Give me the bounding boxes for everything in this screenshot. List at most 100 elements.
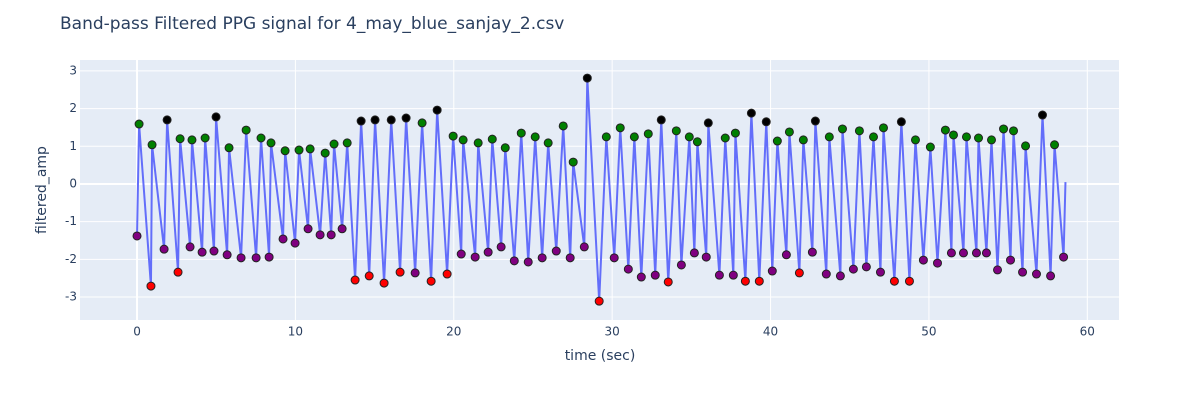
- marker: [386, 115, 396, 125]
- x-tick-label: 60: [1080, 325, 1095, 339]
- marker: [896, 117, 906, 127]
- marker: [875, 267, 885, 277]
- marker: [410, 268, 420, 278]
- marker: [134, 119, 144, 129]
- marker: [224, 143, 234, 153]
- marker: [754, 276, 764, 286]
- marker: [342, 138, 352, 148]
- marker: [948, 130, 958, 140]
- x-tick-label: 40: [763, 325, 778, 339]
- marker: [594, 296, 604, 306]
- marker: [692, 137, 702, 147]
- marker: [266, 138, 276, 148]
- marker: [305, 144, 315, 154]
- marker: [523, 257, 533, 267]
- marker: [256, 133, 266, 143]
- y-tick-label: -1: [65, 214, 77, 228]
- marker: [1018, 267, 1028, 277]
- marker: [500, 143, 510, 153]
- marker: [932, 258, 942, 268]
- marker: [280, 146, 290, 156]
- marker: [568, 157, 578, 167]
- x-tick-label: 0: [133, 325, 141, 339]
- marker: [432, 105, 442, 115]
- marker: [961, 132, 971, 142]
- marker: [132, 231, 142, 241]
- marker: [854, 126, 864, 136]
- marker: [395, 267, 405, 277]
- marker: [241, 125, 251, 135]
- marker: [999, 124, 1009, 134]
- marker: [684, 132, 694, 142]
- marker: [582, 73, 592, 83]
- marker: [290, 238, 300, 248]
- marker: [807, 247, 817, 257]
- marker: [326, 230, 336, 240]
- x-tick-label: 30: [605, 325, 620, 339]
- marker: [364, 271, 374, 281]
- marker: [781, 250, 791, 260]
- marker: [162, 115, 172, 125]
- marker: [1046, 271, 1056, 281]
- marker: [1050, 140, 1060, 150]
- x-tick-label: 10: [288, 325, 303, 339]
- marker: [236, 253, 246, 263]
- x-tick-label: 50: [921, 325, 936, 339]
- y-tick-label: 3: [69, 63, 77, 77]
- marker: [264, 252, 274, 262]
- marker: [496, 242, 506, 252]
- marker: [878, 123, 888, 133]
- marker: [835, 271, 845, 281]
- marker: [714, 270, 724, 280]
- marker: [824, 132, 834, 142]
- marker: [483, 247, 493, 257]
- marker: [294, 145, 304, 155]
- marker: [516, 128, 526, 138]
- marker: [146, 281, 156, 291]
- marker: [601, 132, 611, 142]
- marker: [1006, 255, 1016, 265]
- marker: [1021, 141, 1031, 151]
- marker: [703, 118, 713, 128]
- marker: [889, 276, 899, 286]
- marker: [558, 121, 568, 131]
- marker: [821, 269, 831, 279]
- x-axis-title: time (sec): [565, 348, 636, 364]
- marker: [187, 135, 197, 145]
- marker: [974, 133, 984, 143]
- marker: [981, 248, 991, 258]
- marker: [175, 134, 185, 144]
- marker: [772, 136, 782, 146]
- marker: [689, 248, 699, 258]
- marker: [746, 108, 756, 118]
- marker: [303, 224, 313, 234]
- marker: [530, 132, 540, 142]
- signal-line: [136, 78, 1067, 302]
- y-tick-label: -3: [65, 290, 77, 304]
- marker: [987, 135, 997, 145]
- marker: [185, 242, 195, 252]
- marker: [971, 248, 981, 258]
- marker: [904, 276, 914, 286]
- marker: [701, 252, 711, 262]
- marker: [740, 276, 750, 286]
- marker: [278, 234, 288, 244]
- marker: [509, 256, 519, 266]
- marker: [370, 115, 380, 125]
- marker: [925, 142, 935, 152]
- marker: [173, 267, 183, 277]
- marker: [579, 242, 589, 252]
- marker: [615, 123, 625, 133]
- marker: [350, 275, 360, 285]
- marker: [329, 139, 339, 149]
- marker: [1031, 269, 1041, 279]
- marker: [623, 264, 633, 274]
- marker: [910, 135, 920, 145]
- marker: [417, 118, 427, 128]
- marker: [643, 129, 653, 139]
- marker: [211, 112, 221, 122]
- marker: [543, 138, 553, 148]
- y-tick-label: 1: [69, 139, 77, 153]
- marker: [315, 230, 325, 240]
